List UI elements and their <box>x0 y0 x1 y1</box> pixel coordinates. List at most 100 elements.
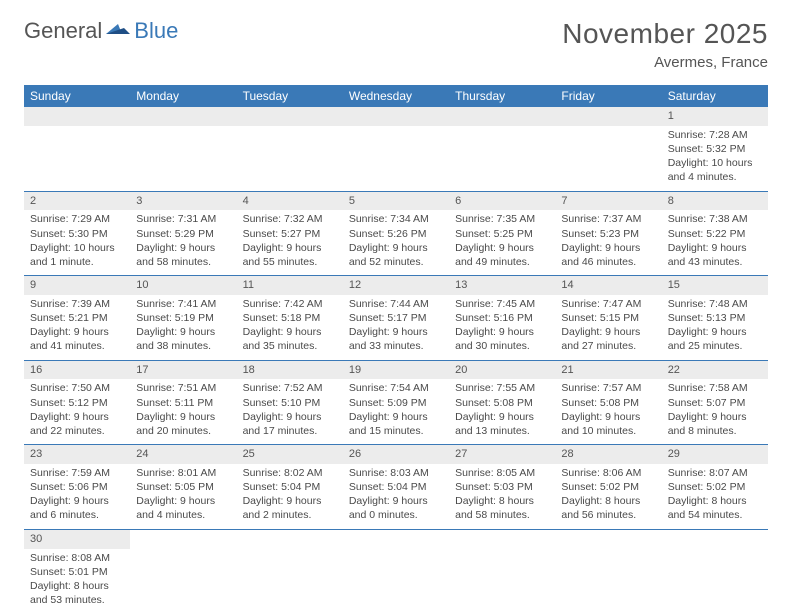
day-cell: Sunrise: 7:39 AMSunset: 5:21 PMDaylight:… <box>24 295 130 360</box>
brand-logo: General Blue <box>24 18 178 44</box>
day-cell <box>237 549 343 613</box>
day-cell: Sunrise: 7:59 AMSunset: 5:06 PMDaylight:… <box>24 464 130 529</box>
daylight: Daylight: 9 hours and 25 minutes. <box>668 325 762 353</box>
day-cell: Sunrise: 7:51 AMSunset: 5:11 PMDaylight:… <box>130 379 236 444</box>
day-number: 30 <box>24 529 130 548</box>
sunset: Sunset: 5:09 PM <box>349 396 443 410</box>
daylight: Daylight: 9 hours and 6 minutes. <box>30 494 124 522</box>
day-number <box>130 107 236 126</box>
sunset: Sunset: 5:18 PM <box>243 311 337 325</box>
sunset: Sunset: 5:30 PM <box>30 227 124 241</box>
day-cell: Sunrise: 7:52 AMSunset: 5:10 PMDaylight:… <box>237 379 343 444</box>
day-number <box>343 107 449 126</box>
day-cell <box>24 126 130 191</box>
day-cell: Sunrise: 8:01 AMSunset: 5:05 PMDaylight:… <box>130 464 236 529</box>
sunset: Sunset: 5:27 PM <box>243 227 337 241</box>
daylight: Daylight: 9 hours and 35 minutes. <box>243 325 337 353</box>
sunset: Sunset: 5:21 PM <box>30 311 124 325</box>
day-cell: Sunrise: 7:28 AMSunset: 5:32 PMDaylight:… <box>662 126 768 191</box>
day-number: 6 <box>449 191 555 210</box>
day-cell <box>555 126 661 191</box>
daylight: Daylight: 9 hours and 15 minutes. <box>349 410 443 438</box>
daylight: Daylight: 9 hours and 0 minutes. <box>349 494 443 522</box>
sunset: Sunset: 5:02 PM <box>561 480 655 494</box>
day-number <box>449 529 555 548</box>
daylight: Daylight: 9 hours and 17 minutes. <box>243 410 337 438</box>
location: Avermes, France <box>562 54 768 71</box>
sunrise: Sunrise: 7:31 AM <box>136 212 230 226</box>
day-cell: Sunrise: 7:34 AMSunset: 5:26 PMDaylight:… <box>343 210 449 275</box>
brand-part2: Blue <box>134 18 178 44</box>
sunrise: Sunrise: 7:59 AM <box>30 466 124 480</box>
calendar-table: SundayMondayTuesdayWednesdayThursdayFrid… <box>24 85 768 613</box>
day-number: 21 <box>555 360 661 379</box>
daylight: Daylight: 9 hours and 38 minutes. <box>136 325 230 353</box>
daylight: Daylight: 10 hours and 1 minute. <box>30 241 124 269</box>
sunset: Sunset: 5:03 PM <box>455 480 549 494</box>
daylight: Daylight: 9 hours and 10 minutes. <box>561 410 655 438</box>
day-number: 2 <box>24 191 130 210</box>
sunset: Sunset: 5:17 PM <box>349 311 443 325</box>
daylight: Daylight: 9 hours and 49 minutes. <box>455 241 549 269</box>
day-number: 5 <box>343 191 449 210</box>
day-number: 14 <box>555 276 661 295</box>
flag-icon <box>106 18 130 44</box>
daylight: Daylight: 10 hours and 4 minutes. <box>668 156 762 184</box>
weekday-header: Sunday <box>24 85 130 107</box>
day-cell: Sunrise: 7:35 AMSunset: 5:25 PMDaylight:… <box>449 210 555 275</box>
day-number: 28 <box>555 445 661 464</box>
sunset: Sunset: 5:23 PM <box>561 227 655 241</box>
weekday-header: Monday <box>130 85 236 107</box>
day-cell: Sunrise: 8:07 AMSunset: 5:02 PMDaylight:… <box>662 464 768 529</box>
sunrise: Sunrise: 7:55 AM <box>455 381 549 395</box>
day-number: 22 <box>662 360 768 379</box>
day-cell <box>343 126 449 191</box>
day-cell: Sunrise: 7:38 AMSunset: 5:22 PMDaylight:… <box>662 210 768 275</box>
day-number: 24 <box>130 445 236 464</box>
sunset: Sunset: 5:05 PM <box>136 480 230 494</box>
daylight: Daylight: 8 hours and 53 minutes. <box>30 579 124 607</box>
daylight: Daylight: 9 hours and 4 minutes. <box>136 494 230 522</box>
daylight: Daylight: 8 hours and 56 minutes. <box>561 494 655 522</box>
day-number: 15 <box>662 276 768 295</box>
daylight: Daylight: 9 hours and 22 minutes. <box>30 410 124 438</box>
sunrise: Sunrise: 7:44 AM <box>349 297 443 311</box>
day-cell: Sunrise: 7:29 AMSunset: 5:30 PMDaylight:… <box>24 210 130 275</box>
sunset: Sunset: 5:22 PM <box>668 227 762 241</box>
title-block: November 2025 Avermes, France <box>562 18 768 71</box>
sunrise: Sunrise: 7:41 AM <box>136 297 230 311</box>
sunrise: Sunrise: 7:38 AM <box>668 212 762 226</box>
day-cell: Sunrise: 7:31 AMSunset: 5:29 PMDaylight:… <box>130 210 236 275</box>
day-number: 25 <box>237 445 343 464</box>
daylight: Daylight: 9 hours and 46 minutes. <box>561 241 655 269</box>
day-cell: Sunrise: 7:44 AMSunset: 5:17 PMDaylight:… <box>343 295 449 360</box>
day-cell: Sunrise: 7:32 AMSunset: 5:27 PMDaylight:… <box>237 210 343 275</box>
weekday-header: Wednesday <box>343 85 449 107</box>
daylight: Daylight: 9 hours and 43 minutes. <box>668 241 762 269</box>
day-cell: Sunrise: 7:47 AMSunset: 5:15 PMDaylight:… <box>555 295 661 360</box>
sunset: Sunset: 5:04 PM <box>349 480 443 494</box>
sunset: Sunset: 5:06 PM <box>30 480 124 494</box>
day-number: 11 <box>237 276 343 295</box>
sunset: Sunset: 5:02 PM <box>668 480 762 494</box>
day-cell <box>343 549 449 613</box>
daylight: Daylight: 9 hours and 41 minutes. <box>30 325 124 353</box>
sunrise: Sunrise: 8:03 AM <box>349 466 443 480</box>
sunset: Sunset: 5:04 PM <box>243 480 337 494</box>
weekday-header: Friday <box>555 85 661 107</box>
sunrise: Sunrise: 7:37 AM <box>561 212 655 226</box>
sunset: Sunset: 5:01 PM <box>30 565 124 579</box>
day-number: 9 <box>24 276 130 295</box>
day-cell: Sunrise: 8:06 AMSunset: 5:02 PMDaylight:… <box>555 464 661 529</box>
day-number: 8 <box>662 191 768 210</box>
day-number <box>343 529 449 548</box>
day-number: 26 <box>343 445 449 464</box>
calendar-body: 1Sunrise: 7:28 AMSunset: 5:32 PMDaylight… <box>24 107 768 613</box>
sunrise: Sunrise: 7:34 AM <box>349 212 443 226</box>
daylight: Daylight: 9 hours and 30 minutes. <box>455 325 549 353</box>
day-cell: Sunrise: 8:02 AMSunset: 5:04 PMDaylight:… <box>237 464 343 529</box>
day-number: 19 <box>343 360 449 379</box>
sunset: Sunset: 5:08 PM <box>561 396 655 410</box>
daylight: Daylight: 8 hours and 58 minutes. <box>455 494 549 522</box>
sunset: Sunset: 5:25 PM <box>455 227 549 241</box>
